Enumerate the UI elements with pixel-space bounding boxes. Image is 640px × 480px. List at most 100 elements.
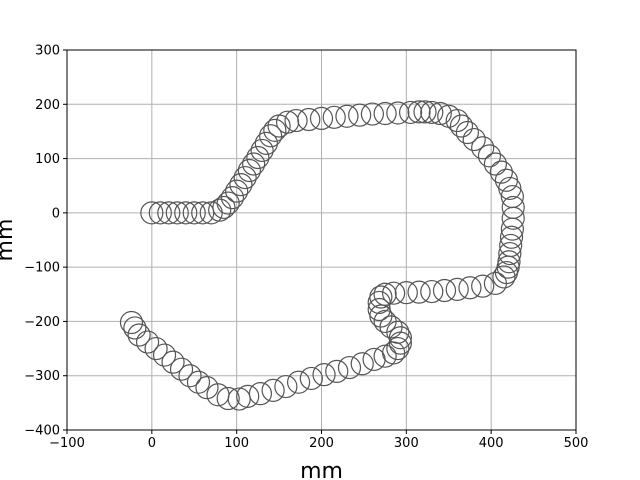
data-point: [398, 100, 423, 125]
data-point: [127, 323, 151, 347]
data-point: [367, 290, 391, 315]
data-point: [135, 330, 160, 354]
x-axis-label: mm: [300, 459, 343, 480]
data-point: [161, 350, 185, 374]
x-tick-label: −100: [49, 436, 85, 451]
data-point: [216, 386, 240, 411]
data-point: [445, 277, 469, 301]
data-point: [206, 383, 230, 407]
data-point: [157, 201, 181, 225]
data-point: [140, 201, 164, 225]
data-point: [274, 374, 298, 399]
data-point: [178, 364, 202, 388]
data-point: [182, 201, 206, 225]
data-point: [212, 195, 236, 220]
y-tick-label: −200: [24, 315, 60, 330]
data-point: [388, 326, 412, 350]
data-point: [445, 108, 469, 133]
data-point: [246, 145, 270, 170]
data-point: [299, 366, 323, 391]
data-point: [489, 160, 513, 184]
data-point: [195, 376, 219, 400]
ticks: −100 0 100 200 300 400 500 −400 −300 −200 −100 0 100…: [24, 44, 588, 452]
grid: [66, 49, 577, 431]
y-tick-label: 0: [52, 206, 60, 221]
data-point: [492, 265, 516, 289]
data-point: [386, 101, 410, 125]
data-point: [208, 198, 232, 222]
data-point: [312, 363, 336, 387]
data-point: [413, 100, 437, 124]
data-point: [233, 165, 257, 190]
y-tick-label: −100: [24, 261, 60, 276]
data-point: [498, 241, 522, 266]
x-tick-label: 0: [148, 436, 156, 451]
x-tick-label: 400: [479, 436, 504, 451]
y-tick-label: −400: [24, 424, 60, 439]
data-point: [259, 124, 283, 148]
data-point: [394, 281, 418, 305]
data-point: [458, 276, 482, 300]
x-tick-label: 500: [564, 436, 589, 451]
data-point: [148, 201, 172, 225]
data-point: [477, 144, 502, 168]
data-point: [261, 378, 285, 402]
data-point: [420, 100, 444, 125]
data-point: [225, 179, 249, 203]
data-point: [350, 352, 374, 376]
data-point: [373, 344, 397, 368]
data-point: [119, 310, 144, 335]
y-tick-label: 100: [35, 152, 60, 167]
data-point: [237, 158, 261, 183]
y-tick-label: −300: [24, 369, 60, 384]
data-point: [348, 103, 372, 127]
data-point: [428, 101, 452, 126]
data-point: [386, 336, 410, 361]
data-point: [407, 280, 431, 304]
data-point: [335, 104, 359, 128]
data-point: [297, 107, 321, 132]
data-point: [449, 114, 474, 138]
data-point: [250, 138, 274, 163]
data-point: [263, 118, 287, 142]
data-point: [286, 370, 311, 394]
data-point: [123, 316, 147, 340]
data-point: [174, 201, 198, 225]
data-point: [462, 127, 486, 152]
data-point: [254, 131, 278, 155]
data-point: [144, 336, 168, 361]
x-tick-label: 200: [309, 436, 334, 451]
data-point: [501, 206, 525, 230]
data-point: [455, 120, 480, 145]
data-point: [360, 102, 384, 126]
data-point: [236, 384, 260, 408]
data-point: [216, 191, 240, 215]
x-tick-label: 100: [224, 436, 249, 451]
y-axis-label: mm: [0, 219, 18, 262]
data-point: [483, 271, 508, 296]
data-point: [322, 105, 346, 129]
data-point: [420, 279, 444, 304]
data-point: [432, 278, 457, 303]
data-point: [382, 281, 406, 305]
data-point: [169, 357, 194, 381]
x-tick-label: 300: [394, 436, 419, 451]
data-point: [165, 201, 189, 225]
data-point: [362, 347, 386, 372]
data-point: [186, 370, 211, 394]
data-point: [337, 355, 362, 380]
data-point: [483, 152, 508, 176]
data-point: [373, 101, 397, 126]
data-point: [471, 136, 495, 160]
data-point: [220, 186, 245, 210]
data-point: [471, 274, 495, 298]
data-point: [325, 359, 349, 383]
data-point: [407, 100, 431, 124]
y-tick-label: 300: [35, 44, 60, 59]
data-point: [242, 152, 266, 176]
y-tick-label: 200: [35, 98, 60, 113]
data-point: [309, 106, 334, 131]
data-point: [229, 173, 253, 197]
data-markers: [119, 100, 525, 411]
